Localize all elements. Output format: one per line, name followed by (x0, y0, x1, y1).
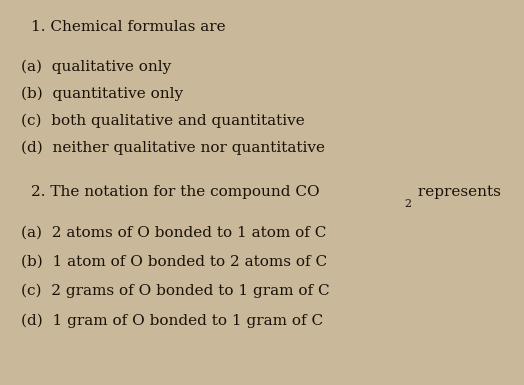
Text: represents: represents (413, 185, 501, 199)
Text: (a)  qualitative only: (a) qualitative only (21, 60, 171, 74)
Text: (b)  quantitative only: (b) quantitative only (21, 87, 183, 101)
Text: (c)  both qualitative and quantitative: (c) both qualitative and quantitative (21, 114, 305, 128)
Text: (c)  2 grams of O bonded to 1 gram of C: (c) 2 grams of O bonded to 1 gram of C (21, 283, 330, 298)
Text: (d)  1 gram of O bonded to 1 gram of C: (d) 1 gram of O bonded to 1 gram of C (21, 314, 323, 328)
Text: (b)  1 atom of O bonded to 2 atoms of C: (b) 1 atom of O bonded to 2 atoms of C (21, 254, 327, 269)
Text: 2: 2 (404, 199, 411, 209)
Text: 1. Chemical formulas are: 1. Chemical formulas are (31, 20, 226, 34)
Text: 2. The notation for the compound CO: 2. The notation for the compound CO (31, 185, 320, 199)
Text: (a)  2 atoms of O bonded to 1 atom of C: (a) 2 atoms of O bonded to 1 atom of C (21, 226, 326, 240)
Text: (d)  neither qualitative nor quantitative: (d) neither qualitative nor quantitative (21, 141, 325, 155)
